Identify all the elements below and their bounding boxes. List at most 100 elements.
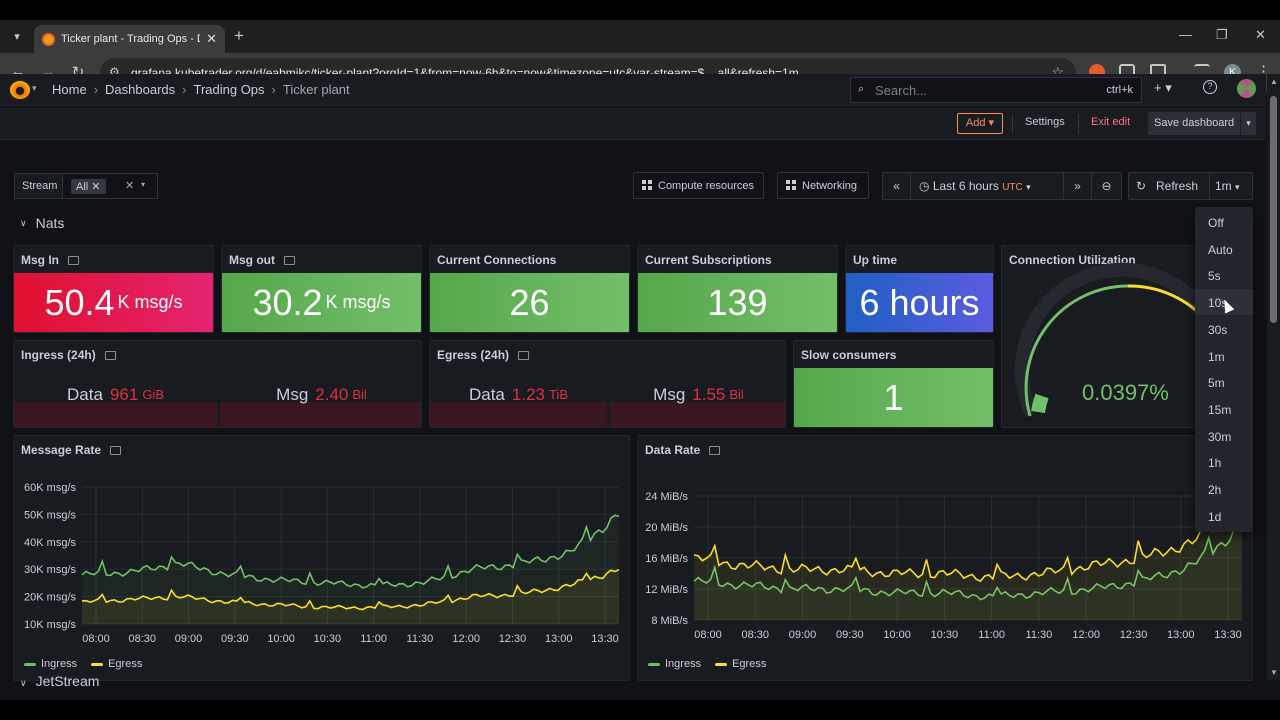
info-icon[interactable] xyxy=(110,446,122,455)
site-info-icon[interactable]: ⚙ xyxy=(109,65,120,79)
stat-label: Msg xyxy=(653,384,686,404)
add-button[interactable]: Add ▾ xyxy=(957,113,1003,134)
scroll-up-icon[interactable]: ▲ xyxy=(1270,77,1278,86)
panel-message-rate[interactable]: 10K msg/s 20K msg/s 30K msg/s 40K msg/s 50K … xyxy=(13,435,630,681)
time-range-button[interactable]: ◷ Last 6 hours UTC ▾ xyxy=(919,179,1031,193)
zoom-out-icon[interactable]: ⊖ xyxy=(1101,179,1112,193)
refresh-option-1d[interactable]: 1d xyxy=(1208,509,1222,524)
message-rate-chart: 10K msg/s 20K msg/s 30K msg/s 40K msg/s 50K … xyxy=(24,482,620,645)
legend-label: Ingress xyxy=(41,658,78,670)
panel-current-subscriptions[interactable]: Current Subscriptions 139 xyxy=(637,245,838,333)
refresh-option-1h[interactable]: 1h xyxy=(1208,456,1222,471)
minimize-icon[interactable]: — xyxy=(1179,27,1192,42)
scrollbar-thumb[interactable] xyxy=(1270,96,1277,323)
panel-data-rate[interactable]: 8 MiB/s 12 MiB/s 16 MiB/s 20 MiB/s 24 MiB/s 0… xyxy=(637,435,1253,681)
chevron-down-icon[interactable]: ▾ xyxy=(1240,112,1256,135)
y-tick-label: 8 MiB/s xyxy=(651,615,688,627)
stat-value: 26 xyxy=(430,273,629,332)
legend-ingress[interactable]: Ingress xyxy=(24,658,77,670)
breadcrumb-dashboards[interactable]: Dashboards xyxy=(105,82,176,97)
user-avatar[interactable] xyxy=(1237,79,1256,98)
info-icon[interactable] xyxy=(709,446,721,455)
page-scrollbar[interactable]: ▲ ▼ xyxy=(1267,74,1280,680)
info-icon[interactable] xyxy=(68,256,79,265)
exit-edit-button[interactable]: Exit edit xyxy=(1091,116,1131,128)
row-header-nats[interactable]: ∨ Nats xyxy=(20,215,64,231)
close-tab-icon[interactable]: ✕ xyxy=(206,31,217,46)
search-input[interactable]: ⌕ Search... ctrl+k xyxy=(850,77,1142,103)
link-networking[interactable]: Networking xyxy=(777,172,869,199)
panel-title: Up time xyxy=(853,253,898,267)
series-line-ingress[interactable] xyxy=(81,514,620,589)
panel-uptime[interactable]: Up time 6 hours xyxy=(845,245,994,333)
restore-icon[interactable]: ❐ xyxy=(1216,27,1228,42)
refresh-option-5m[interactable]: 5m xyxy=(1208,376,1225,391)
stat-value: 1 xyxy=(794,368,993,427)
settings-button[interactable]: Settings xyxy=(1025,116,1065,128)
info-icon[interactable] xyxy=(518,351,530,360)
link-compute-resources[interactable]: Compute resources xyxy=(633,172,764,199)
close-window-icon[interactable]: ✕ xyxy=(1255,27,1266,42)
panel-current-connections[interactable]: Current Connections 26 xyxy=(429,245,630,333)
stat-unit: K msg/s xyxy=(325,292,391,312)
series-line-egress[interactable] xyxy=(81,568,620,611)
chevron-down-icon[interactable]: ▾ xyxy=(141,180,146,189)
time-forward-icon[interactable]: » xyxy=(1074,179,1081,193)
refresh-icon[interactable]: ↻ xyxy=(1136,179,1147,193)
series-line-ingress[interactable] xyxy=(693,526,1243,601)
row-title: Nats xyxy=(35,215,65,231)
chevron-down-icon: ▾ xyxy=(1026,182,1031,192)
x-tick-label: 13:30 xyxy=(591,633,619,645)
panel-msg-in[interactable]: Msg In 50.4 K msg/s xyxy=(13,245,214,333)
panel-title: Connection Utilization xyxy=(1009,253,1136,267)
variable-chip[interactable]: All ✕ xyxy=(71,179,106,194)
refresh-interval-button[interactable]: 1m ▾ xyxy=(1215,179,1240,193)
stream-variable-select[interactable]: All ✕ ✕ ▾ xyxy=(63,173,158,199)
refresh-option-15m[interactable]: 15m xyxy=(1208,402,1232,417)
breadcrumb-separator-icon: › xyxy=(182,82,187,97)
clear-icon[interactable]: ✕ xyxy=(125,180,135,192)
gauge-threshold-green xyxy=(1024,284,1129,417)
refresh-option-5s[interactable]: 5s xyxy=(1208,269,1221,284)
breadcrumb-folder[interactable]: Trading Ops xyxy=(193,82,265,97)
browser-tab[interactable]: Ticker plant - Trading Ops - Dashboards … xyxy=(34,25,225,53)
info-icon[interactable] xyxy=(104,351,116,360)
egress-data-stat: Data 1.23 TiB xyxy=(430,368,607,427)
series-line-egress[interactable] xyxy=(693,511,1243,583)
refresh-button[interactable]: Refresh xyxy=(1156,179,1199,193)
save-dashboard-button[interactable]: Save dashboard ▾ xyxy=(1148,112,1256,135)
help-icon[interactable]: ? xyxy=(1203,80,1217,94)
new-tab-icon[interactable]: + xyxy=(234,26,244,45)
x-tick-label: 10:00 xyxy=(267,633,295,645)
divider xyxy=(910,173,911,199)
panel-title: Data Rate xyxy=(645,443,721,457)
refresh-option-1m[interactable]: 1m xyxy=(1208,349,1225,364)
panel-egress-24h[interactable]: Egress (24h) Data 1.23 TiB Msg 1.55 Bil xyxy=(429,340,786,428)
x-tick-label: 13:00 xyxy=(545,633,573,645)
panel-msg-out[interactable]: Msg out 30.2 K msg/s xyxy=(221,245,422,333)
scroll-down-icon[interactable]: ▼ xyxy=(1270,668,1278,677)
panel-slow-consumers[interactable]: Slow consumers 1 xyxy=(793,340,994,428)
legend-egress[interactable]: Egress xyxy=(715,658,766,670)
new-plus-icon[interactable]: + ▾ xyxy=(1154,80,1172,95)
grafana-logo-icon[interactable] xyxy=(10,81,30,99)
row-header-jetstream[interactable]: ∨ JetStream xyxy=(20,673,99,689)
panel-title: Ingress (24h) xyxy=(21,348,116,362)
refresh-option-off[interactable]: Off xyxy=(1208,216,1224,230)
y-tick-label: 30K msg/s xyxy=(24,564,76,576)
refresh-option-30s[interactable]: 30s xyxy=(1208,322,1228,337)
divider xyxy=(1078,114,1079,134)
tab-search-icon[interactable]: ▾ xyxy=(14,31,20,43)
refresh-option-2h[interactable]: 2h xyxy=(1208,483,1222,497)
series-area-egress xyxy=(82,569,619,624)
info-icon[interactable] xyxy=(284,256,295,265)
refresh-option-30m[interactable]: 30m xyxy=(1208,429,1232,444)
legend-ingress[interactable]: Ingress xyxy=(648,658,701,670)
breadcrumb-home[interactable]: Home xyxy=(52,82,87,97)
refresh-option-auto[interactable]: Auto xyxy=(1208,242,1233,257)
menu-chevron-icon[interactable]: ▾ xyxy=(32,83,37,93)
panel-ingress-24h[interactable]: Ingress (24h) Data 961 GiB Msg 2.40 Bil xyxy=(13,340,422,428)
legend-egress[interactable]: Egress xyxy=(91,658,142,670)
time-back-icon[interactable]: « xyxy=(893,179,900,193)
refresh-option-10s[interactable]: 10s xyxy=(1195,289,1253,316)
